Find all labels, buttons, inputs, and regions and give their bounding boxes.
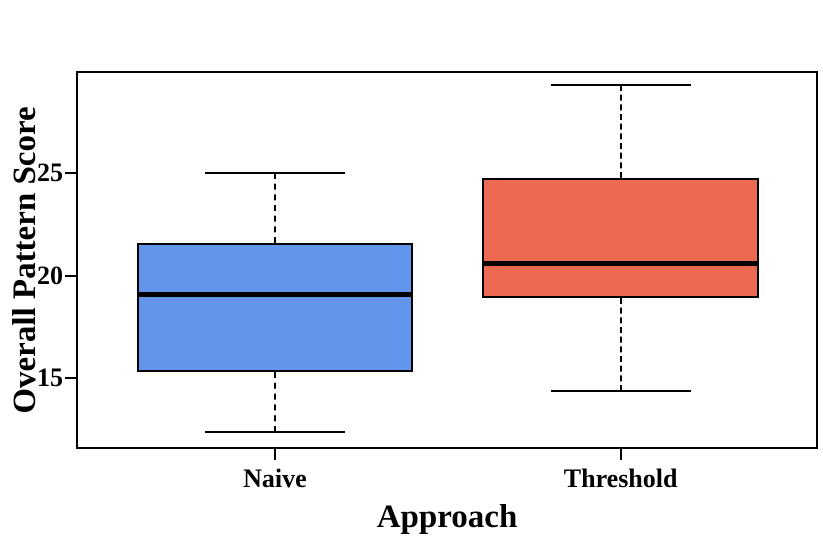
upper-whisker-cap-naive <box>204 172 345 175</box>
y-tick-label: 25 <box>37 158 63 188</box>
upper-whisker-threshold <box>619 85 622 178</box>
box-naive <box>136 243 413 373</box>
y-tick <box>65 377 76 380</box>
x-tick <box>619 449 622 460</box>
upper-whisker-naive <box>273 173 276 244</box>
lower-whisker-threshold <box>619 298 622 391</box>
x-axis-label: Approach <box>376 499 518 535</box>
lower-whisker-cap-naive <box>204 430 345 433</box>
x-tick-label: Naive <box>243 464 307 493</box>
upper-whisker-cap-threshold <box>550 84 691 87</box>
box-threshold <box>482 177 759 299</box>
x-tick <box>273 449 276 460</box>
median-line-threshold <box>482 261 759 267</box>
lower-whisker-naive <box>273 372 276 432</box>
y-tick <box>65 274 76 277</box>
y-tick <box>65 172 76 175</box>
median-line-naive <box>136 291 413 297</box>
y-tick-label: 20 <box>37 260 63 290</box>
y-tick-label: 15 <box>37 363 63 393</box>
lower-whisker-cap-threshold <box>550 389 691 392</box>
x-tick-label: Threshold <box>563 464 678 493</box>
